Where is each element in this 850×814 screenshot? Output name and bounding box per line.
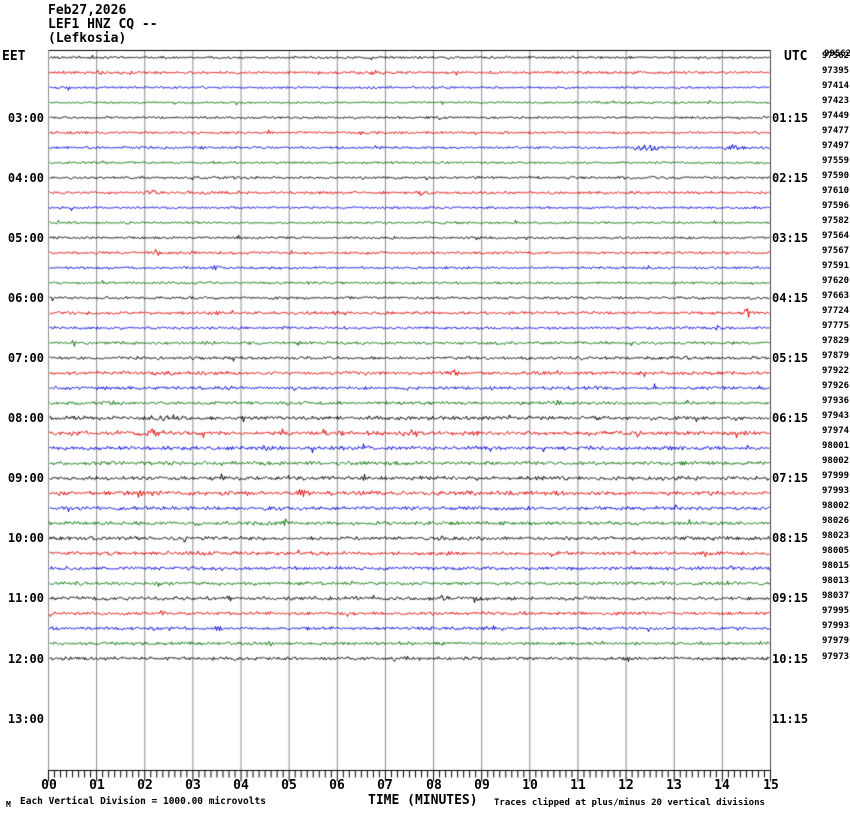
vertical-division-note: Each Vertical Division = 1000.00 microvo… [20,796,266,807]
x-tick-label: 13 [666,778,682,793]
utc-hour-label: 04:15 [772,290,809,305]
x-tick-label: 08 [426,778,442,793]
x-tick-label: 06 [329,778,345,793]
title-station: LEF1 HNZ CQ -- [48,17,158,32]
x-tick-label: 03 [185,778,201,793]
eet-hour-label: 13:00 [7,711,44,726]
utc-hour-label: 09:15 [772,591,809,606]
trace-value: 97974 [822,426,850,437]
trace-value: 97562 [822,50,850,61]
eet-hour-label: 11:00 [7,591,44,606]
trace-value: 98001 [822,441,850,452]
trace-value: 97979 [822,636,850,647]
trace-value: 97936 [822,396,850,407]
utc-hour-label: 02:15 [772,170,809,185]
x-tick-label: 12 [618,778,634,793]
trace-value: 97775 [822,320,850,331]
eet-hour-label: 07:00 [7,351,44,365]
trace-value: 97564 [822,230,850,241]
utc-hour-label: 06:15 [772,411,809,426]
trace-value: 97999 [822,471,850,482]
trace-value: 97943 [822,411,850,422]
x-tick-label: 14 [714,778,730,793]
trace-value: 98015 [822,561,850,572]
eet-hour-label: 08:00 [7,411,44,426]
eet-hour-label: 05:00 [7,230,44,245]
x-tick-label: 09 [474,778,490,793]
trace-value: 97559 [822,155,850,166]
title-date: Feb27,2026 [48,3,127,18]
x-axis-title: TIME (MINUTES) [368,793,478,808]
eet-hour-label: 03:00 [7,110,44,125]
x-tick-label: 10 [522,778,538,793]
trace-value: 97620 [822,275,850,286]
trace-value: 97395 [822,65,850,76]
trace-value: 97993 [822,486,850,497]
trace-value: 97414 [822,80,850,91]
eet-hour-label: 09:00 [7,471,44,486]
utc-hour-label: 08:15 [772,531,809,546]
utc-hour-label: 05:15 [772,351,809,365]
x-tick-label: 00 [41,778,57,793]
trace-value: 97926 [822,381,850,392]
x-tick-label: 04 [233,778,249,793]
x-tick-label: 05 [281,778,297,793]
trace-value: 98013 [822,576,850,587]
x-tick-label: 11 [570,778,586,793]
trace-value: 97423 [822,95,850,106]
trace-value: 97567 [822,245,850,256]
trace-value: 98002 [822,456,850,467]
trace-value: 97724 [822,305,850,316]
trace-value: 98026 [822,516,850,527]
trace-value: 97449 [822,110,850,121]
trace-value: 97973 [822,651,850,662]
trace-value-overlap: 99562 [824,48,850,59]
trace-value: 97591 [822,260,850,271]
footer-marker: M [6,800,11,809]
trace-value: 97610 [822,185,850,196]
trace-value: 97596 [822,200,850,211]
trace-value: 98023 [822,531,850,542]
x-tick-label: 02 [137,778,153,793]
trace-value: 97663 [822,290,850,301]
eet-hour-label: 12:00 [7,651,44,666]
clip-note: Traces clipped at plus/minus 20 vertical… [494,798,765,808]
eet-hour-label: 04:00 [7,170,44,185]
trace-value: 97993 [822,621,850,632]
eet-axis-header: EET [2,49,26,64]
x-tick-label: 01 [89,778,105,793]
trace-value: 98002 [822,501,850,512]
utc-hour-label: 11:15 [772,711,809,726]
trace-value: 97582 [822,215,850,226]
utc-hour-label: 10:15 [772,651,809,666]
trace-value: 97497 [822,140,850,151]
plot-title: Feb27,2026 LEF1 HNZ CQ -- (Lefkosia) [48,4,158,46]
x-tick-label: 07 [377,778,393,793]
utc-axis-header: UTC [784,49,808,64]
trace-value: 97879 [822,351,850,361]
trace-value: 97922 [822,366,850,377]
trace-value: 97829 [822,335,850,346]
trace-value: 98037 [822,591,850,602]
trace-value: 97995 [822,606,850,617]
eet-hour-label: 06:00 [7,290,44,305]
x-tick-label: 15 [763,778,779,793]
utc-hour-label: 07:15 [772,471,809,486]
eet-hour-label: 10:00 [7,531,44,546]
utc-hour-label: 01:15 [772,110,809,125]
utc-hour-label: 03:15 [772,230,809,245]
title-location: (Lefkosia) [48,31,127,46]
trace-value: 98005 [822,546,850,557]
trace-value: 97590 [822,170,850,181]
trace-value: 97477 [822,125,850,136]
